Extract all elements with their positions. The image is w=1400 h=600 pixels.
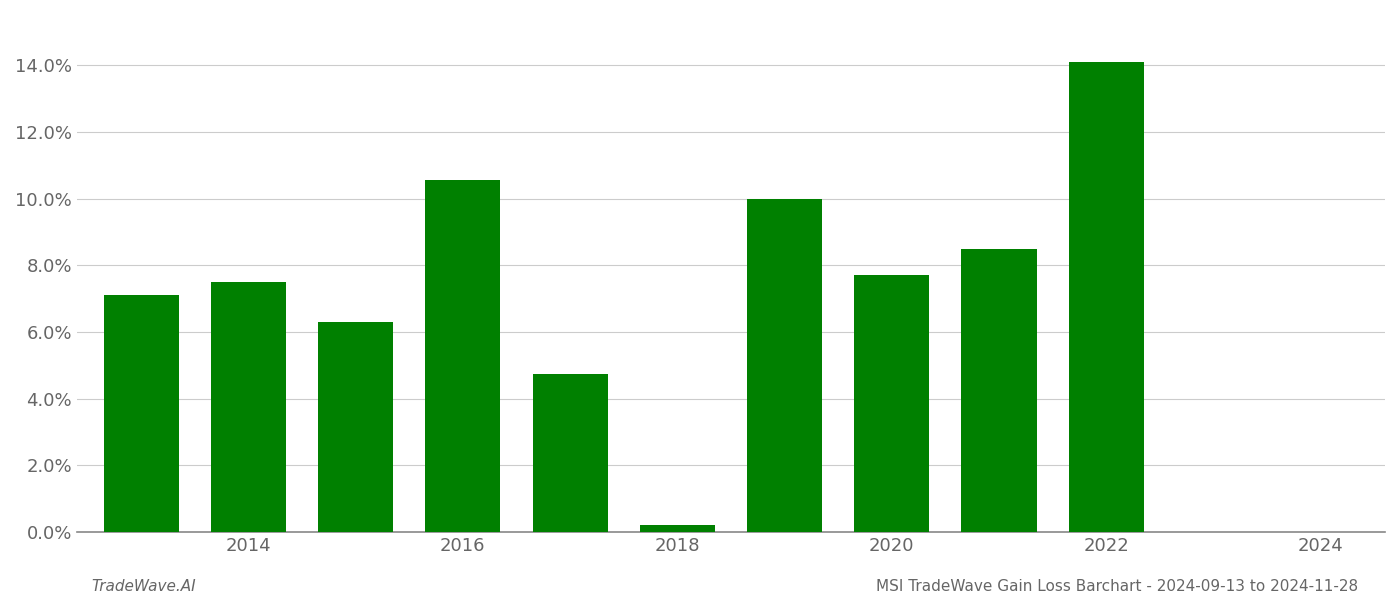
Text: TradeWave.AI: TradeWave.AI [91, 579, 196, 594]
Bar [1068, 62, 1144, 532]
Bar [426, 180, 500, 532]
Bar [962, 248, 1036, 532]
Bar [748, 199, 822, 532]
Bar [318, 322, 393, 532]
Bar [532, 374, 608, 532]
Bar [854, 275, 930, 532]
Bar [211, 282, 286, 532]
Text: MSI TradeWave Gain Loss Barchart - 2024-09-13 to 2024-11-28: MSI TradeWave Gain Loss Barchart - 2024-… [876, 579, 1358, 594]
Bar [104, 295, 179, 532]
Bar [640, 526, 715, 532]
